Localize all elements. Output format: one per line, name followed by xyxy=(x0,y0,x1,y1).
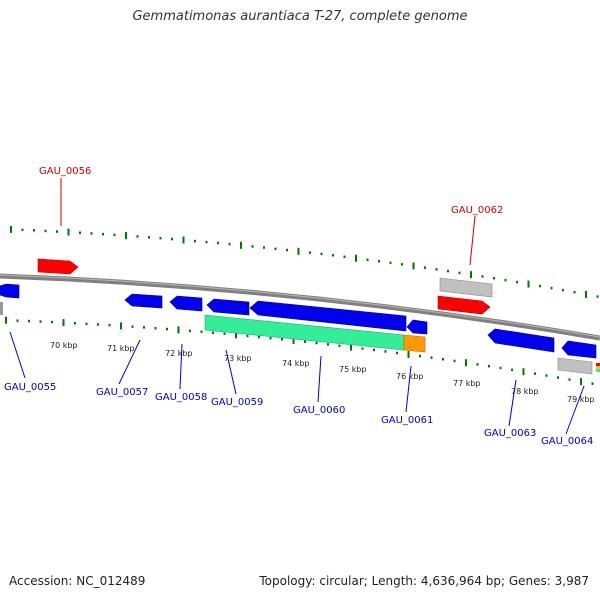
map-title: Gemmatimonas aurantiaca T-27, complete g… xyxy=(132,9,468,24)
top-tick-ruler xyxy=(10,225,599,298)
leader-gau-0059 xyxy=(225,349,237,395)
gene-arrow-gau-0059[interactable] xyxy=(206,298,250,316)
orange-block[interactable] xyxy=(403,334,426,353)
scale-label-71: 71 kbp xyxy=(107,344,135,353)
bottom-tick-ruler xyxy=(5,316,594,386)
leader-gau-0064 xyxy=(565,385,585,435)
gene-arrow-gau-0063[interactable] xyxy=(487,328,555,353)
scale-label-74: 74 kbp xyxy=(282,359,310,368)
gene-arrow-gau-0060[interactable] xyxy=(249,300,407,332)
edge-color-sliver xyxy=(596,369,600,372)
gene-label-gau-0064[interactable]: GAU_0064 xyxy=(541,436,593,447)
gene-label-gau-0060[interactable]: GAU_0060 xyxy=(293,405,345,416)
gene-label-gau-0059[interactable]: GAU_0059 xyxy=(211,397,263,408)
scale-label-78: 78 kbp xyxy=(511,387,539,396)
accession-text: Accession: NC_012489 xyxy=(9,574,146,588)
leader-gau-0062 xyxy=(469,215,476,266)
scale-label-72: 72 kbp xyxy=(165,349,193,358)
gene-fragment-gray[interactable] xyxy=(0,302,3,315)
gene-label-gau-0063[interactable]: GAU_0063 xyxy=(484,428,536,439)
gene-arrow-gau-0058[interactable] xyxy=(169,295,203,312)
gene-label-gau-0057[interactable]: GAU_0057 xyxy=(96,387,148,398)
gene-labels: GAU_0056 GAU_0062 GAU_0055 GAU_0057 GAU_… xyxy=(4,166,593,447)
leader-gau-0063 xyxy=(508,379,517,427)
gene-arrow-gau-0055[interactable] xyxy=(0,283,20,299)
scale-label-73: 73 kbp xyxy=(224,354,252,363)
gene-label-gau-0056[interactable]: GAU_0056 xyxy=(39,166,91,177)
leader-gau-0057 xyxy=(118,339,141,385)
gene-label-gau-0061[interactable]: GAU_0061 xyxy=(381,415,433,426)
gene-arrow-gau-0056[interactable] xyxy=(37,258,79,275)
gene-arrow-gau-0064[interactable] xyxy=(561,340,597,359)
leader-gau-0061 xyxy=(405,365,412,413)
leader-gau-0060 xyxy=(317,355,322,403)
leader-gau-0055 xyxy=(9,331,26,379)
gene-label-gau-0055[interactable]: GAU_0055 xyxy=(4,382,56,393)
rna-gene-block[interactable] xyxy=(439,277,493,298)
scale-label-79: 79 kbp xyxy=(567,395,595,404)
genome-backbone xyxy=(0,273,600,341)
gene-label-gau-0062[interactable]: GAU_0062 xyxy=(451,205,503,216)
leader-lines xyxy=(9,178,585,435)
leader-gau-0058 xyxy=(179,343,183,390)
edge-color-sliver xyxy=(596,366,600,369)
scale-label-77: 77 kbp xyxy=(453,379,481,388)
gene-arrow-gau-0061[interactable] xyxy=(406,319,428,335)
gene-arrow-gau-0062[interactable] xyxy=(437,295,491,315)
edge-color-sliver xyxy=(596,363,600,366)
backbone-highlight xyxy=(0,274,600,338)
scale-label-70: 70 kbp xyxy=(50,341,78,350)
gene-arrow-gau-0057[interactable] xyxy=(124,293,163,309)
genome-info-text: Topology: circular; Length: 4,636,964 bp… xyxy=(259,574,589,588)
scale-label-75: 75 kbp xyxy=(339,365,367,374)
rna-gene-block-right[interactable] xyxy=(557,357,593,375)
gene-label-gau-0058[interactable]: GAU_0058 xyxy=(155,392,207,403)
